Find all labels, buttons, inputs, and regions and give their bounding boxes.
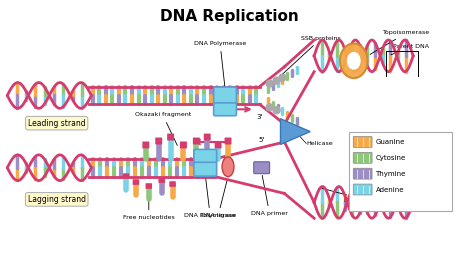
FancyBboxPatch shape bbox=[180, 141, 187, 148]
FancyBboxPatch shape bbox=[123, 173, 129, 179]
FancyBboxPatch shape bbox=[194, 150, 217, 162]
FancyBboxPatch shape bbox=[353, 152, 372, 163]
Text: DNA Polymerase: DNA Polymerase bbox=[184, 178, 236, 218]
Ellipse shape bbox=[347, 52, 361, 70]
FancyBboxPatch shape bbox=[213, 103, 236, 116]
FancyBboxPatch shape bbox=[204, 134, 211, 141]
FancyBboxPatch shape bbox=[146, 183, 152, 189]
FancyBboxPatch shape bbox=[142, 141, 149, 148]
Text: Guanine: Guanine bbox=[376, 139, 405, 145]
Text: Leading strand: Leading strand bbox=[28, 119, 86, 128]
Circle shape bbox=[266, 80, 273, 87]
FancyBboxPatch shape bbox=[169, 181, 176, 187]
Text: Free nucleotides: Free nucleotides bbox=[123, 192, 174, 220]
Text: Thymine: Thymine bbox=[376, 171, 406, 177]
Text: SSB proteins: SSB proteins bbox=[278, 36, 341, 78]
Ellipse shape bbox=[340, 43, 368, 78]
Text: DNA ligase: DNA ligase bbox=[201, 179, 235, 218]
FancyBboxPatch shape bbox=[353, 137, 372, 148]
Circle shape bbox=[273, 77, 280, 84]
Text: Cytosine: Cytosine bbox=[376, 155, 406, 161]
FancyBboxPatch shape bbox=[353, 184, 372, 195]
FancyBboxPatch shape bbox=[353, 168, 372, 179]
FancyBboxPatch shape bbox=[213, 87, 236, 104]
Text: Replication fork: Replication fork bbox=[322, 188, 393, 203]
Circle shape bbox=[266, 104, 273, 111]
Text: DNA Replication: DNA Replication bbox=[160, 9, 298, 24]
FancyBboxPatch shape bbox=[133, 179, 139, 185]
FancyBboxPatch shape bbox=[155, 137, 162, 144]
FancyBboxPatch shape bbox=[167, 134, 174, 141]
Text: Helicase: Helicase bbox=[306, 141, 333, 146]
FancyBboxPatch shape bbox=[254, 162, 270, 174]
Ellipse shape bbox=[222, 157, 234, 177]
Circle shape bbox=[279, 74, 286, 81]
Text: Adenine: Adenine bbox=[376, 186, 404, 193]
Text: 5': 5' bbox=[259, 137, 265, 143]
FancyBboxPatch shape bbox=[349, 132, 452, 211]
FancyBboxPatch shape bbox=[193, 137, 200, 144]
FancyBboxPatch shape bbox=[194, 159, 217, 176]
Text: 3': 3' bbox=[256, 114, 263, 120]
Text: Topoisomerase: Topoisomerase bbox=[370, 30, 431, 54]
FancyBboxPatch shape bbox=[158, 177, 165, 183]
Circle shape bbox=[273, 107, 280, 114]
Text: Okazaki fragment: Okazaki fragment bbox=[135, 112, 191, 145]
Text: DNA primer: DNA primer bbox=[251, 175, 288, 216]
Text: DNA Polymerase: DNA Polymerase bbox=[194, 41, 246, 86]
FancyBboxPatch shape bbox=[224, 137, 231, 144]
FancyBboxPatch shape bbox=[215, 141, 222, 148]
Text: Lagging strand: Lagging strand bbox=[28, 195, 86, 204]
Polygon shape bbox=[280, 119, 310, 144]
Text: Parent DNA: Parent DNA bbox=[391, 44, 429, 55]
